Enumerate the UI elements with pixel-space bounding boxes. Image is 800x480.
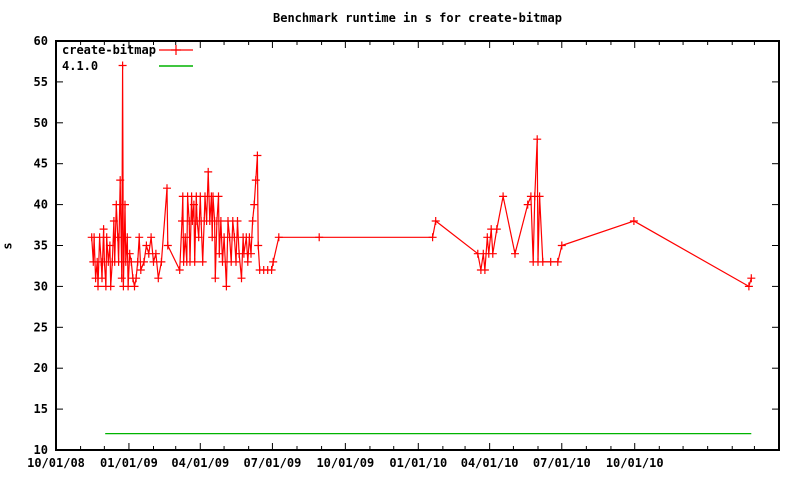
y-tick-label: 55 (34, 75, 48, 89)
x-tick-label: 07/01/10 (533, 456, 591, 470)
y-tick-label: 40 (34, 198, 48, 212)
x-tick-label: 10/01/10 (606, 456, 664, 470)
y-tick-label: 15 (34, 402, 48, 416)
x-axis-ticks: 10/01/08 01/01/09 04/01/09 07/01/09 10/01/09… (27, 41, 780, 470)
legend-item-4-1-0: 4.1.0 (62, 58, 194, 74)
y-tick-label: 45 (34, 157, 48, 171)
y-tick-label: 35 (34, 239, 48, 253)
y-tick-label: 25 (34, 320, 48, 334)
y-tick-label: 20 (34, 361, 48, 375)
y-tick-label: 60 (34, 34, 48, 48)
series-create-bitmap (87, 61, 756, 291)
data-point-markers-create-bitmap (87, 61, 756, 291)
x-tick-label: 10/01/08 (27, 456, 85, 470)
y-tick-label: 30 (34, 279, 48, 293)
y-axis-ticks: 10 15 20 25 30 35 40 45 50 55 60 (34, 34, 779, 457)
y-tick-label: 50 (34, 116, 48, 130)
series-line-create-bitmap (91, 65, 752, 288)
legend-line-sample-icon (159, 65, 193, 67)
legend-label-4-1-0: 4.1.0 (62, 59, 99, 73)
legend: create-bitmap 4.1.0 (62, 42, 194, 74)
x-tick-label: 04/01/10 (461, 456, 519, 470)
x-tick-label: 04/01/09 (171, 456, 229, 470)
x-tick-label: 01/01/09 (100, 456, 158, 470)
x-tick-label: 01/01/10 (389, 456, 447, 470)
legend-item-create-bitmap: create-bitmap (62, 42, 194, 58)
legend-linespoints-sample-icon (159, 45, 193, 55)
x-tick-label: 07/01/09 (244, 456, 302, 470)
legend-label-create-bitmap: create-bitmap (62, 43, 156, 57)
y-tick-label: 10 (34, 443, 48, 457)
x-tick-label: 10/01/09 (316, 456, 374, 470)
chart-title: Benchmark runtime in s for create-bitmap (273, 11, 562, 25)
